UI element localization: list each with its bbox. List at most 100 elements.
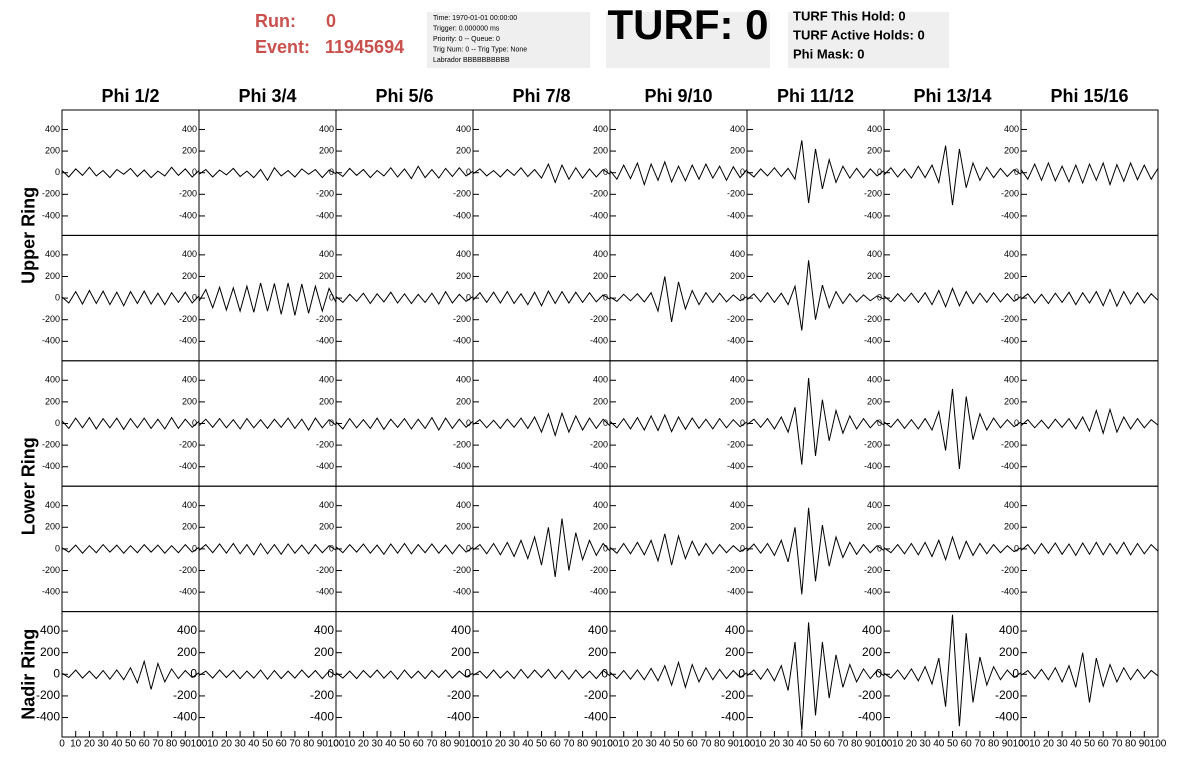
y-tick-label: 400: [730, 375, 745, 385]
y-tick-label: -400: [173, 710, 197, 724]
y-tick-label: 0: [877, 292, 882, 302]
y-tick-label: 400: [456, 249, 471, 259]
y-tick-label: 0: [466, 543, 471, 553]
y-tick-label: 200: [456, 271, 471, 281]
y-tick-label: 0: [329, 418, 334, 428]
y-tick-label: 200: [1004, 145, 1019, 155]
waveform: [335, 669, 474, 681]
y-tick-label: 200: [1004, 522, 1019, 532]
x-tick-label: 40: [659, 739, 671, 750]
y-tick-label: 0: [601, 666, 608, 680]
y-tick-label: 400: [45, 249, 60, 259]
y-tick-label: 400: [867, 124, 882, 134]
y-tick-label: -200: [1001, 189, 1019, 199]
x-tick-label: 90: [865, 739, 877, 750]
waveform: [198, 669, 337, 681]
y-tick-label: 200: [319, 396, 334, 406]
y-tick-label: 200: [730, 396, 745, 406]
y-tick-label: 200: [593, 396, 608, 406]
y-tick-label: 200: [319, 145, 334, 155]
y-tick-label: 200: [456, 522, 471, 532]
y-tick-label: 200: [593, 522, 608, 532]
y-tick-label: 400: [862, 623, 882, 637]
x-tick-label: 10: [344, 739, 356, 750]
info-line: Time: 1970-01-01 00:00:00: [433, 15, 517, 22]
y-tick-label: 0: [466, 167, 471, 177]
y-tick-label: 0: [603, 167, 608, 177]
waveform: [609, 160, 748, 187]
y-tick-label: 200: [45, 145, 60, 155]
y-tick-label: -200: [42, 314, 60, 324]
x-tick-label: 40: [248, 739, 260, 750]
y-tick-label: -200: [173, 688, 197, 702]
x-tick-label: 70: [700, 739, 712, 750]
y-tick-label: -400: [727, 587, 745, 597]
y-tick-label: -400: [453, 461, 471, 471]
run-label: Run:: [255, 11, 296, 31]
x-tick-label: 90: [728, 739, 740, 750]
y-tick-label: 400: [730, 500, 745, 510]
y-tick-label: 400: [319, 124, 334, 134]
x-tick-label: 90: [591, 739, 603, 750]
y-tick-label: -200: [727, 189, 745, 199]
turf-title: TURF: 0: [608, 1, 769, 48]
y-tick-label: 200: [593, 271, 608, 281]
turf-info-line: Phi Mask: 0: [793, 46, 865, 61]
waveform: [883, 145, 1022, 206]
y-tick-label: -400: [453, 587, 471, 597]
y-tick-label: 0: [55, 543, 60, 553]
y-tick-label: 400: [40, 623, 60, 637]
y-tick-label: 200: [999, 645, 1019, 659]
y-tick-label: -400: [179, 336, 197, 346]
y-tick-label: -400: [1001, 587, 1019, 597]
y-tick-label: 400: [314, 623, 334, 637]
y-tick-label: 400: [182, 500, 197, 510]
x-tick-label: 60: [824, 739, 836, 750]
row-label: Upper Ring: [19, 187, 39, 284]
waveform: [609, 660, 748, 690]
y-tick-label: 400: [177, 623, 197, 637]
x-tick-label: 20: [84, 739, 96, 750]
x-tick-label: 80: [714, 739, 726, 750]
y-tick-label: -400: [727, 210, 745, 220]
waveform: [746, 507, 885, 595]
y-tick-label: 400: [45, 500, 60, 510]
y-tick-label: 200: [730, 145, 745, 155]
x-tick-label: 60: [276, 739, 288, 750]
x-tick-label: 90: [180, 739, 192, 750]
column-label: Phi 7/8: [512, 86, 570, 106]
y-tick-label: 0: [877, 167, 882, 177]
waveform: [746, 260, 885, 331]
x-tick-label: 50: [810, 739, 822, 750]
y-tick-label: -400: [590, 461, 608, 471]
x-tick-label: 40: [111, 739, 123, 750]
y-tick-label: -200: [727, 565, 745, 575]
y-tick-label: 0: [190, 666, 197, 680]
y-tick-label: -400: [316, 461, 334, 471]
y-tick-label: 0: [875, 666, 882, 680]
y-tick-label: -200: [590, 314, 608, 324]
x-tick-label: 30: [1057, 739, 1069, 750]
y-tick-label: 200: [319, 271, 334, 281]
x-tick-label: 100: [465, 739, 482, 750]
waveform: [1020, 407, 1159, 435]
y-tick-label: 200: [862, 645, 882, 659]
y-tick-label: -400: [447, 710, 471, 724]
y-tick-label: -400: [864, 461, 882, 471]
y-tick-label: -200: [316, 314, 334, 324]
y-tick-label: -200: [864, 189, 882, 199]
x-tick-label: 80: [303, 739, 315, 750]
run-value: 0: [326, 11, 336, 31]
x-tick-label: 100: [328, 739, 345, 750]
x-tick-label: 30: [646, 739, 658, 750]
x-tick-label: 60: [687, 739, 699, 750]
y-tick-label: -200: [453, 314, 471, 324]
y-tick-label: 200: [725, 645, 745, 659]
y-tick-label: 400: [182, 249, 197, 259]
y-tick-label: -400: [316, 210, 334, 220]
x-tick-label: 20: [1043, 739, 1055, 750]
y-tick-label: 0: [877, 543, 882, 553]
info-line: Labrador BBBBBBBBBB: [433, 57, 510, 64]
y-tick-label: 0: [738, 666, 745, 680]
